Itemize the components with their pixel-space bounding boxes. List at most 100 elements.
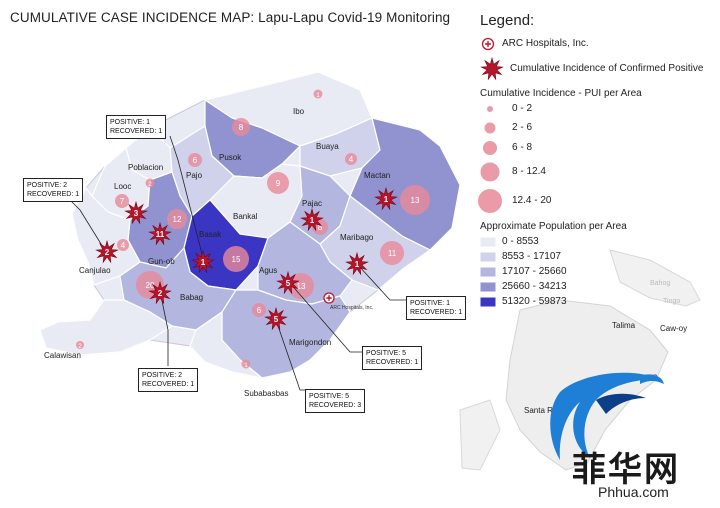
pui-value-ibo: 1 — [316, 93, 320, 99]
pui-circle-buaya[interactable] — [345, 153, 357, 165]
pui-circles — [76, 89, 430, 369]
hospital-map-label: ARC Hospitals, Inc. — [330, 305, 373, 311]
area-canjulao[interactable] — [71, 186, 141, 286]
pui-circle-subabasbas[interactable] — [241, 359, 251, 369]
pui-value-marigondon: 6 — [257, 306, 262, 315]
pui-circle-mactan[interactable] — [400, 185, 430, 215]
hospital-marker[interactable] — [323, 292, 335, 304]
legend-pop-class-5: 51320 - 59873 — [502, 296, 567, 307]
pui-circle-pusok[interactable] — [232, 118, 250, 136]
callout-marigondon: POSITIVE: 5 RECOVERED: 3 — [305, 389, 366, 413]
area-label-buaya: Buaya — [316, 142, 339, 151]
pui-circle-marigondon[interactable] — [252, 303, 266, 317]
legend-pui-class-2: 2 - 6 — [512, 122, 533, 133]
area-label-gunob: Gun-ob — [148, 257, 175, 266]
map-title: CUMULATIVE CASE INCIDENCE MAP: Lapu-Lapu… — [10, 10, 451, 25]
pui-circle-pajo-a[interactable] — [188, 153, 202, 167]
pui-value-buaya: 4 — [349, 155, 354, 164]
pui-value-pajac: 8 — [318, 223, 323, 232]
legend-pop-class-3: 17107 - 25660 — [502, 266, 567, 277]
legend-graphics — [478, 37, 504, 308]
legend-pop-swatch-2 — [479, 251, 497, 263]
legend-pui-class-4: 8 - 12.4 — [512, 166, 546, 177]
confirmed-value-marigondon: 5 — [274, 315, 279, 324]
confirmed-value-babag: 2 — [158, 289, 163, 298]
area-subabasbas[interactable] — [189, 310, 263, 379]
pui-value-maribago: 11 — [388, 249, 397, 258]
callout-maribago-positive: POSITIVE: 1 — [410, 300, 451, 307]
pui-value-poblacion: 2 — [148, 182, 152, 188]
pui-value-canjulao: 4 — [121, 241, 126, 250]
area-label-talima: Talima — [612, 321, 636, 330]
pui-value-subabasbas: 1 — [244, 363, 248, 369]
confirmed-value-basak: 1 — [201, 258, 206, 267]
legend-pui-class-5: 12.4 - 20 — [512, 195, 552, 206]
pui-value-bankal: 9 — [276, 179, 281, 188]
pui-circle-bankal[interactable] — [267, 172, 289, 194]
area-label-calawisan: Calawisan — [44, 351, 81, 360]
callout-maribago: POSITIVE: 1 RECOVERED: 1 — [406, 296, 467, 320]
callout-babag: POSITIVE: 2 RECOVERED: 1 — [138, 368, 199, 392]
leader-basak — [169, 135, 204, 259]
confirmed-marker-maribago[interactable]: 1 — [345, 251, 369, 276]
pui-value-calawisan: 2 — [78, 344, 82, 350]
callout-marigondon-recovered: RECOVERED: 3 — [309, 402, 362, 409]
pui-circle-poblacion[interactable] — [145, 178, 155, 188]
area-label-cawoy: Caw-oy — [660, 324, 687, 333]
callout-basak-recovered: RECOVERED: 1 — [110, 128, 163, 135]
legend-pop-swatch-3 — [479, 266, 497, 278]
legend-hospital-label: ARC Hospitals, Inc. — [502, 38, 589, 49]
area-label-bankal: Bankal — [233, 212, 258, 221]
area-label-looc: Looc — [114, 182, 131, 191]
confirmed-marker-looc[interactable]: 3 — [124, 200, 148, 225]
pui-circle-calawisan[interactable] — [76, 341, 84, 349]
confirmed-marker-gunob[interactable]: 11 — [148, 221, 172, 246]
pui-circle-canjulao[interactable] — [117, 239, 129, 251]
pui-circle-agus[interactable] — [288, 273, 314, 299]
confirmed-marker-marigondon[interactable]: 5 — [264, 306, 288, 331]
pui-circle-ibo[interactable] — [313, 89, 323, 99]
callout-agus: POSITIVE: 5 RECOVERED: 1 — [362, 346, 423, 370]
legend-confirmed-icon — [480, 56, 504, 81]
callout-agus-positive: POSITIVE: 5 — [366, 350, 407, 357]
area-label-canjulao: Canjulao — [79, 266, 111, 275]
pui-circle-gunob[interactable] — [167, 209, 187, 229]
pui-circle-looc[interactable] — [115, 194, 129, 208]
area-calawisan[interactable] — [39, 299, 174, 356]
pui-circle-maribago[interactable] — [380, 241, 404, 265]
pui-value-gunob: 12 — [173, 215, 182, 224]
legend-pop-swatches — [479, 236, 497, 308]
area-maribago[interactable] — [319, 195, 432, 291]
confirmed-value-pajac: 1 — [310, 216, 315, 225]
confirmed-value-gunob: 11 — [156, 230, 165, 239]
legend-pui-heading: Cumulative Incidence - PUI per Area — [480, 88, 642, 99]
legend-pui-class-3: 6 - 8 — [512, 142, 533, 153]
confirmed-marker-basak[interactable]: 1 — [191, 249, 215, 274]
confirmed-marker-canjulao[interactable]: 2 — [95, 239, 119, 264]
pui-circle-basak[interactable] — [223, 246, 249, 272]
watermark-chinese: 菲华网 — [572, 450, 680, 490]
legend-pop-class-4: 25660 - 34213 — [502, 281, 567, 292]
confirmed-marker-agus[interactable]: 5 — [276, 270, 300, 295]
callout-canjulao-recovered: RECOVERED: 1 — [27, 191, 80, 198]
area-label-poblacion: Poblacion — [128, 163, 163, 172]
callout-agus-recovered: RECOVERED: 1 — [366, 359, 419, 366]
area-label-mactan: Mactan — [364, 171, 390, 180]
callout-babag-positive: POSITIVE: 2 — [142, 372, 183, 379]
confirmed-marker-mactan[interactable]: 1 — [374, 186, 398, 211]
leader-canjulao — [69, 199, 107, 253]
leader-maribago — [357, 264, 406, 301]
confirmed-value-looc: 3 — [134, 209, 139, 218]
confirmed-value-agus: 5 — [286, 279, 291, 288]
legend-confirmed-label: Cumulative Incidence of Confirmed Positi… — [510, 63, 704, 74]
area-label-agus: Agus — [259, 266, 277, 275]
legend-title: Legend: — [480, 12, 535, 29]
area-label-pusok: Pusok — [219, 153, 242, 162]
callout-maribago-recovered: RECOVERED: 1 — [410, 309, 463, 316]
confirmed-marker-pajac[interactable]: 1 — [300, 207, 324, 232]
confirmed-marker-babag[interactable]: 2 — [148, 280, 172, 305]
pui-value-pajo-a: 6 — [193, 156, 198, 165]
confirmed-value-maribago: 1 — [355, 260, 360, 269]
